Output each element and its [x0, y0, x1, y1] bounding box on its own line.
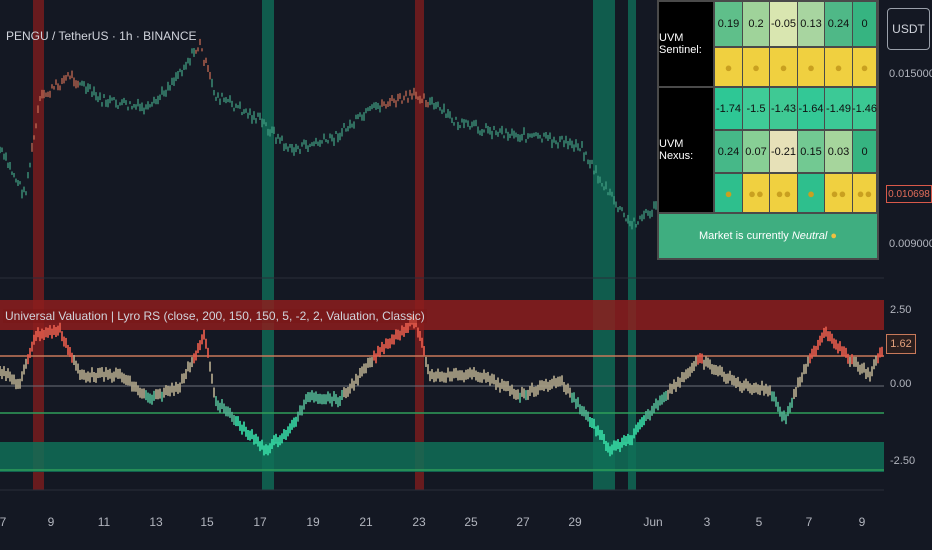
symbol-title[interactable]: PENGU / TetherUS · 1h · BINANCE [6, 29, 197, 43]
time-axis-label: 9 [858, 515, 866, 529]
table-cell: 0.07 [743, 131, 769, 172]
coin-icon: ● [853, 48, 876, 86]
coin-icon: ● [830, 230, 838, 242]
time-axis-label: 3 [703, 515, 711, 529]
time-axis-label: 27 [516, 515, 530, 529]
coin-icon: ●● [743, 174, 769, 212]
table-cell: -1.5 [743, 88, 769, 129]
table-cell: 0.2 [743, 2, 769, 46]
table-cell: 0.19 [715, 2, 742, 46]
table-cell: -1.46 [852, 88, 877, 129]
green-band [262, 0, 274, 490]
coin-icon: ● [825, 48, 852, 86]
time-axis-label: 13 [149, 515, 163, 529]
table-cell: -0.21 [770, 131, 797, 172]
time-axis-label: 7 [0, 515, 7, 529]
coin-icon: ●● [853, 174, 876, 212]
time-axis-label: 9 [47, 515, 55, 529]
status-prefix: Market is currently [698, 230, 789, 242]
coin-icon: ● [798, 48, 824, 86]
coin-icon: ● [770, 48, 797, 86]
coin-icon: ● [715, 48, 742, 86]
status-state: Neutral [791, 230, 828, 242]
price-series [0, 38, 659, 230]
current-price-tag: 0.010698 [886, 185, 932, 203]
time-axis-label: 5 [755, 515, 763, 529]
time-axis-label: 7 [805, 515, 813, 529]
indicator-scale-label: -2.50 [890, 455, 916, 467]
vertical-bands [33, 0, 636, 490]
table-cell: -1.43 [770, 88, 797, 129]
table-cell: 0.15 [798, 131, 824, 172]
nexus-label: UVM Nexus: [659, 88, 713, 212]
time-axis-label: 11 [97, 515, 111, 529]
table-cell: 0.03 [825, 131, 852, 172]
time-axis-label: 17 [253, 515, 267, 529]
valuation-zones [0, 300, 884, 472]
time-axis-label: 29 [568, 515, 582, 529]
price-scale-label: 0.009000 [889, 238, 932, 250]
red-band [33, 0, 44, 490]
table-cell: -1.49 [825, 88, 852, 129]
coin-icon: ●● [825, 174, 852, 212]
table-cell: 0.13 [798, 2, 824, 46]
table-cell: 0.24 [825, 2, 852, 46]
undervalued-zone [0, 442, 884, 472]
coin-icon: ●● [770, 174, 797, 212]
green-band [628, 0, 636, 490]
time-axis-label: 21 [359, 515, 373, 529]
currency-button[interactable]: USDT [887, 8, 930, 50]
price-scale-label: 0.015000 [889, 68, 932, 80]
overvalued-zone [0, 300, 884, 330]
market-status: Market is currently Neutral ● [659, 214, 877, 258]
indicator-scale-label: 0.00 [890, 378, 912, 390]
indicator-scale-label: 2.50 [890, 304, 912, 316]
table-cell: -0.05 [770, 2, 797, 46]
sentinel-label: UVM Sentinel: [659, 2, 713, 86]
coin-icon: ● [798, 174, 824, 212]
time-axis-label: 19 [306, 515, 320, 529]
table-cell: -1.64 [798, 88, 824, 129]
grid-lines [0, 277, 884, 491]
time-axis-label: Jun [643, 515, 663, 529]
uvm-table: UVM Sentinel: 0.19 0.2 -0.05 0.13 0.24 0 ● ● ● ●… [657, 0, 879, 260]
time-axis-label: 23 [412, 515, 426, 529]
green-band [593, 0, 615, 490]
oscillator-series [0, 314, 883, 457]
indicator-value-tag: 1.62 [886, 334, 916, 354]
coin-icon: ● [715, 174, 742, 212]
red-band [415, 0, 424, 490]
indicator-label[interactable]: Universal Valuation | Lyro RS (close, 20… [3, 309, 427, 323]
time-axis-label: 15 [200, 515, 214, 529]
coin-icon: ● [743, 48, 769, 86]
table-cell: 0.24 [715, 131, 742, 172]
table-cell: 0 [853, 131, 876, 172]
time-axis-label: 25 [464, 515, 478, 529]
table-cell: 0 [853, 2, 876, 46]
table-cell: -1.74 [715, 88, 742, 129]
